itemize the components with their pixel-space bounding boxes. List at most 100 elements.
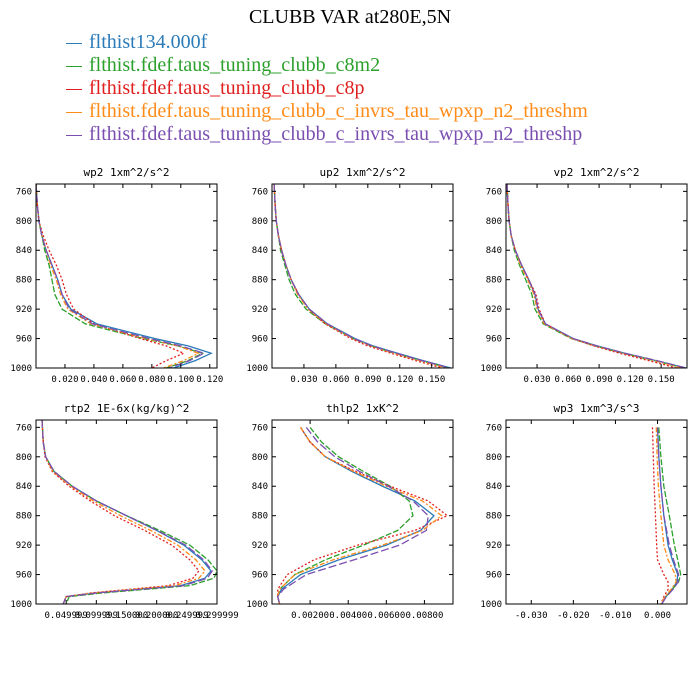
x-tick-label: 0.150000 [105,611,148,621]
x-tick-label: 0.080 [138,375,165,385]
y-tick-label: 760 [16,423,32,433]
y-tick-label: 960 [486,335,502,345]
y-tick-label: 920 [16,305,32,315]
series-line [277,426,414,604]
legend-swatch [66,135,82,136]
y-tick-label: 800 [486,217,502,227]
y-tick-label: 1000 [480,364,502,374]
x-tick-label: -0.020 [557,611,590,621]
y-tick-label: 960 [252,335,268,345]
subplot-title: rtp2 1E-6x(kg/kg)^2 [64,402,190,415]
legend-swatch [66,89,82,90]
y-tick-label: 920 [252,305,268,315]
x-tick-label: 0.099999 [75,611,118,621]
x-tick-label: 0.060 [109,375,136,385]
y-tick-label: 960 [252,571,268,581]
legend-label: flthist134.000f [89,31,208,53]
series-line [36,184,186,368]
plot-frame [271,419,454,605]
y-tick-label: 800 [252,217,268,227]
x-tick-label: 0.00600 [367,611,405,621]
y-tick-label: 800 [486,453,502,463]
subplot: rtp2 1E-6x(kg/kg)^2 760 800 840 880 920 960 100… [10,402,238,621]
series-line [651,427,669,604]
x-tick-label: 0.060 [555,375,582,385]
series-line [506,184,687,368]
y-tick-label: 760 [252,423,268,433]
y-tick-label: 880 [16,276,32,286]
x-tick-label: 0.000 [644,611,671,621]
series-line [277,426,429,604]
y-tick-label: 1000 [246,600,268,610]
series-line [41,420,206,604]
y-tick-label: 840 [486,482,502,492]
x-tick-label: 0.060 [322,375,349,385]
series-line [273,184,449,368]
plot-frame [35,419,218,605]
series-line [277,427,449,604]
series-line [41,420,213,604]
subplot-title: thlp2 1xK^2 [326,402,399,415]
x-tick-label: 0.120 [196,375,223,385]
legend-label: flthist.fdef.taus_tuning_clubb_c_invrs_t… [89,123,583,145]
x-tick-label: 0.030 [290,375,317,385]
x-tick-label: 0.090 [354,375,381,385]
y-tick-label: 920 [486,541,502,551]
x-tick-label: 0.100 [167,375,194,385]
y-tick-label: 840 [16,482,32,492]
x-tick-label: 0.120 [386,375,413,385]
y-tick-label: 960 [486,571,502,581]
series-line [655,427,677,604]
y-tick-label: 840 [252,482,268,492]
figure-title: CLUBB VAR at280E,5N [248,6,452,28]
y-tick-label: 920 [252,541,268,551]
legend-label: flthist.fdef.taus_tuning_clubb_c8p [89,77,365,99]
x-tick-label: 0.120 [617,375,644,385]
series-line [273,184,450,368]
y-tick-label: 840 [486,246,502,256]
y-tick-label: 800 [252,453,268,463]
series-line [41,420,217,604]
series-line [36,184,200,368]
series-line [506,184,685,368]
legend-swatch [66,43,82,44]
x-tick-label: 0.249999 [165,611,208,621]
y-tick-label: 880 [486,512,502,522]
legend-label: flthist.fdef.taus_tuning_clubb_c_invrs_t… [89,100,588,122]
y-tick-label: 880 [252,512,268,522]
y-tick-label: 880 [16,512,32,522]
y-tick-label: 760 [486,187,502,197]
y-tick-label: 880 [252,276,268,286]
x-tick-label: 0.150 [648,375,675,385]
x-tick-label: 0.200000 [135,611,178,621]
series-line [506,184,677,368]
x-tick-label: 0.299999 [195,611,238,621]
plot-frame [35,183,218,369]
y-tick-label: 840 [16,246,32,256]
x-tick-label: 0.00800 [405,611,443,621]
y-tick-label: 960 [16,335,32,345]
legend-swatch [66,112,82,113]
x-tick-label: -0.030 [515,611,548,621]
subplot: thlp2 1xK^2 760 800 840 880 920 960 1000 0.00200… [246,402,454,621]
y-tick-label: 1000 [246,364,268,374]
subplot-title: wp3 1xm^3/s^3 [553,402,639,415]
y-tick-label: 840 [252,246,268,256]
y-tick-label: 960 [16,571,32,581]
x-tick-label: 0.00400 [329,611,367,621]
x-tick-label: 0.00200 [291,611,329,621]
series-line [506,184,683,368]
series-line [273,184,452,368]
series-line [41,420,200,604]
y-tick-label: 800 [16,453,32,463]
y-tick-label: 880 [486,276,502,286]
plot-frame [505,183,688,369]
y-tick-label: 800 [16,217,32,227]
legend-label: flthist.fdef.taus_tuning_clubb_c8m2 [89,54,381,76]
y-tick-label: 760 [252,187,268,197]
subplot-title: up2 1xm^2/s^2 [319,166,405,179]
y-tick-label: 1000 [10,600,32,610]
x-tick-label: 0.049999 [44,611,87,621]
y-tick-label: 1000 [10,364,32,374]
